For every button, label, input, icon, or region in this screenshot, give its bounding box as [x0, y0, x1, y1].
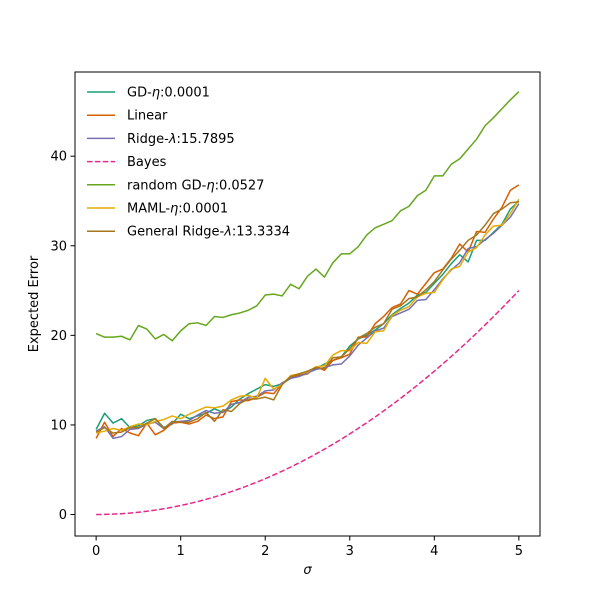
y-axis: 0 10 20 30 40	[50, 150, 75, 523]
legend-label-3: Ridge-λ:15.7895	[127, 132, 235, 147]
series-line-5	[95, 91, 520, 342]
legend-label-5: random GD-η:0.0527	[127, 178, 264, 193]
y-tick-label-3: 30	[50, 239, 67, 254]
x-axis-label: σ	[303, 563, 312, 578]
x-tick-label-4: 4	[430, 544, 438, 559]
y-axis-label: Expected Error	[27, 255, 42, 352]
legend-label-6: MAML-η:0.0001	[127, 202, 228, 217]
series-layer	[95, 91, 520, 516]
y-tick-label-4: 40	[50, 150, 67, 165]
x-tick-label-3: 3	[346, 544, 354, 559]
x-tick-label-0: 0	[92, 544, 100, 559]
series-line-7	[95, 201, 519, 434]
legend-label-7: General Ridge-λ:13.3334	[127, 225, 290, 240]
legend-label-2: Linear	[127, 109, 168, 124]
x-axis: 0 1 2 3 4 5	[92, 536, 523, 559]
plot-frame	[74, 71, 541, 537]
y-tick-label-0: 0	[59, 508, 67, 523]
y-tick-label-2: 20	[50, 329, 67, 344]
x-tick-label-1: 1	[177, 544, 185, 559]
legend-label-1: GD-η:0.0001	[127, 86, 210, 101]
legend: GD-η:0.0001 Linear Ridge-λ:15.7895 Bayes ran…	[87, 86, 290, 240]
x-tick-label-2: 2	[261, 544, 269, 559]
legend-label-4: Bayes	[127, 155, 167, 170]
x-tick-label-5: 5	[515, 544, 523, 559]
series-line-6	[95, 198, 520, 434]
y-tick-label-1: 10	[50, 418, 67, 433]
